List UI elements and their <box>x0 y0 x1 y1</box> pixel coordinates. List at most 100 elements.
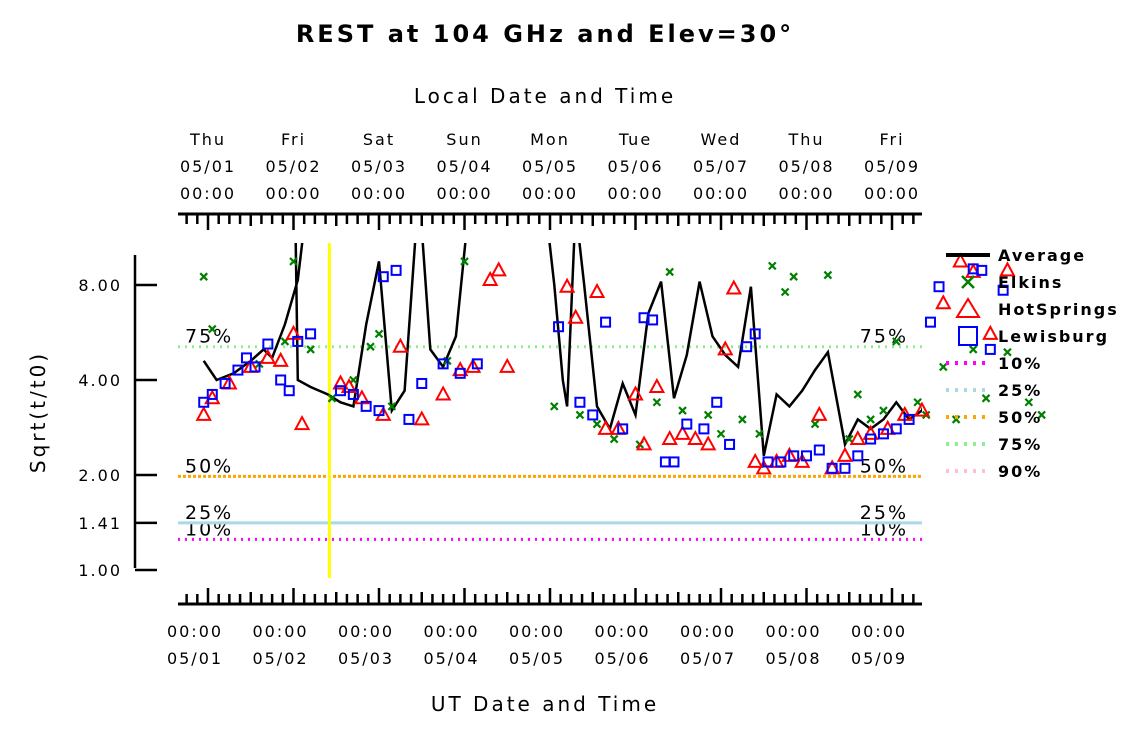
percentile-label-right: 50% <box>860 455 908 477</box>
bottom-tick-time: 00:00 <box>594 622 650 641</box>
lewisburg-point <box>600 316 612 328</box>
bottom-tick-time: 00:00 <box>423 622 479 641</box>
elkins-point <box>609 434 619 444</box>
lewisburg-point <box>826 462 838 474</box>
y-axis-label: Sqrt(t/t0) <box>26 351 50 473</box>
elkins-point <box>755 429 764 439</box>
legend-label-elkins: Elkins <box>998 273 1063 292</box>
y-tick-label: 1.00 <box>78 561 122 580</box>
legend-label-percentile: 90% <box>998 462 1042 481</box>
top-tick-time: 00:00 <box>436 184 492 203</box>
legend-lewisburg-swatch <box>958 326 978 346</box>
lewisburg-point <box>587 409 599 421</box>
lewisburg-point <box>933 281 945 293</box>
hotsprings-point <box>392 337 409 353</box>
hotsprings-point <box>195 405 212 421</box>
hotsprings-point <box>597 419 614 435</box>
bottom-tick-date: 05/09 <box>851 649 907 668</box>
elkins-point <box>703 410 713 420</box>
bottom-tick-time: 00:00 <box>851 622 907 641</box>
y-tick-label: 8.00 <box>78 276 122 295</box>
hotsprings-point <box>717 340 734 356</box>
top-tick-time: 00:00 <box>265 184 321 203</box>
legend-label-percentile: 25% <box>998 381 1042 400</box>
top-tick-date: 05/03 <box>351 157 407 176</box>
lewisburg-point <box>240 352 252 364</box>
hotsprings-point <box>413 410 430 426</box>
legend-elkins-swatch <box>961 275 975 289</box>
bottom-tick-date: 05/04 <box>423 649 479 668</box>
hotsprings-point <box>674 424 691 440</box>
elkins-point <box>853 390 863 399</box>
lewisburg-point <box>924 316 936 328</box>
hotsprings-point <box>635 435 653 451</box>
elkins-point <box>1037 410 1046 420</box>
elkins-point <box>968 345 978 354</box>
top-tick-time: 00:00 <box>180 184 236 203</box>
hotsprings-point <box>375 405 392 421</box>
bottom-tick-time: 00:00 <box>509 622 565 641</box>
hotsprings-point <box>982 324 999 340</box>
average-line-segment <box>202 243 467 415</box>
lewisburg-point <box>390 264 402 276</box>
lewisburg-point <box>249 361 261 373</box>
elkins-point <box>678 406 687 415</box>
elkins-point <box>789 272 798 281</box>
elkins-point <box>768 261 777 271</box>
elkins-point <box>652 397 662 407</box>
lewisburg-point <box>617 423 629 435</box>
hotsprings-point <box>687 429 704 446</box>
top-tick-date: 05/06 <box>607 157 663 176</box>
y-tick-label: 1.41 <box>78 514 122 533</box>
hotsprings-point <box>913 401 931 417</box>
bottom-tick-date: 05/07 <box>680 649 736 668</box>
elkins-point <box>939 362 948 372</box>
hotsprings-point <box>952 252 969 268</box>
lewisburg-point <box>437 358 449 370</box>
top-tick-date: 05/02 <box>265 157 321 176</box>
hotsprings-point <box>567 308 584 324</box>
elkins-point <box>575 410 585 420</box>
bottom-tick-date: 05/01 <box>167 649 223 668</box>
elkins-point <box>780 287 790 297</box>
hotsprings-point <box>464 357 482 373</box>
bottom-tick-date: 05/06 <box>594 649 650 668</box>
lewisburg-point <box>403 413 415 425</box>
elkins-point <box>879 406 888 415</box>
lewisburg-point <box>283 385 295 397</box>
y-tick-label: 4.00 <box>78 371 122 390</box>
lewisburg-point <box>262 338 274 350</box>
top-tick-time: 00:00 <box>522 184 578 203</box>
lewisburg-point <box>335 385 347 397</box>
lewisburg-point <box>741 341 753 353</box>
hotsprings-point <box>434 385 452 401</box>
elkins-point <box>207 324 217 334</box>
lewisburg-point <box>232 364 244 376</box>
lewisburg-point <box>574 396 586 408</box>
top-tick-time: 00:00 <box>864 184 920 203</box>
chart-title: REST at 104 GHz and Elev=30° <box>296 20 794 48</box>
hotsprings-point <box>272 351 289 367</box>
lewisburg-point <box>788 450 800 462</box>
hotsprings-point <box>862 424 879 440</box>
top-axis-label: Local Date and Time <box>414 84 676 108</box>
lewisburg-point <box>198 396 210 408</box>
lewisburg-point <box>360 400 372 412</box>
hotsprings-point <box>648 377 666 394</box>
lewisburg-point <box>275 374 287 386</box>
legend-label-average: Average <box>998 246 1086 265</box>
lewisburg-point <box>668 456 680 468</box>
top-tick-day: Thu <box>189 130 226 149</box>
elkins-point <box>913 397 922 407</box>
lewisburg-point <box>801 450 812 462</box>
legend-label-lewisburg: Lewisburg <box>998 327 1109 346</box>
lewisburg-point <box>711 396 723 408</box>
elkins-point <box>866 415 875 424</box>
hotsprings-point <box>293 414 311 431</box>
lewisburg-point <box>454 367 466 379</box>
bottom-tick-date: 05/03 <box>338 649 394 668</box>
top-tick-time: 00:00 <box>607 184 663 203</box>
bottom-tick-time: 00:00 <box>338 622 394 641</box>
elkins-point <box>981 394 991 403</box>
elkins-point <box>823 270 833 280</box>
